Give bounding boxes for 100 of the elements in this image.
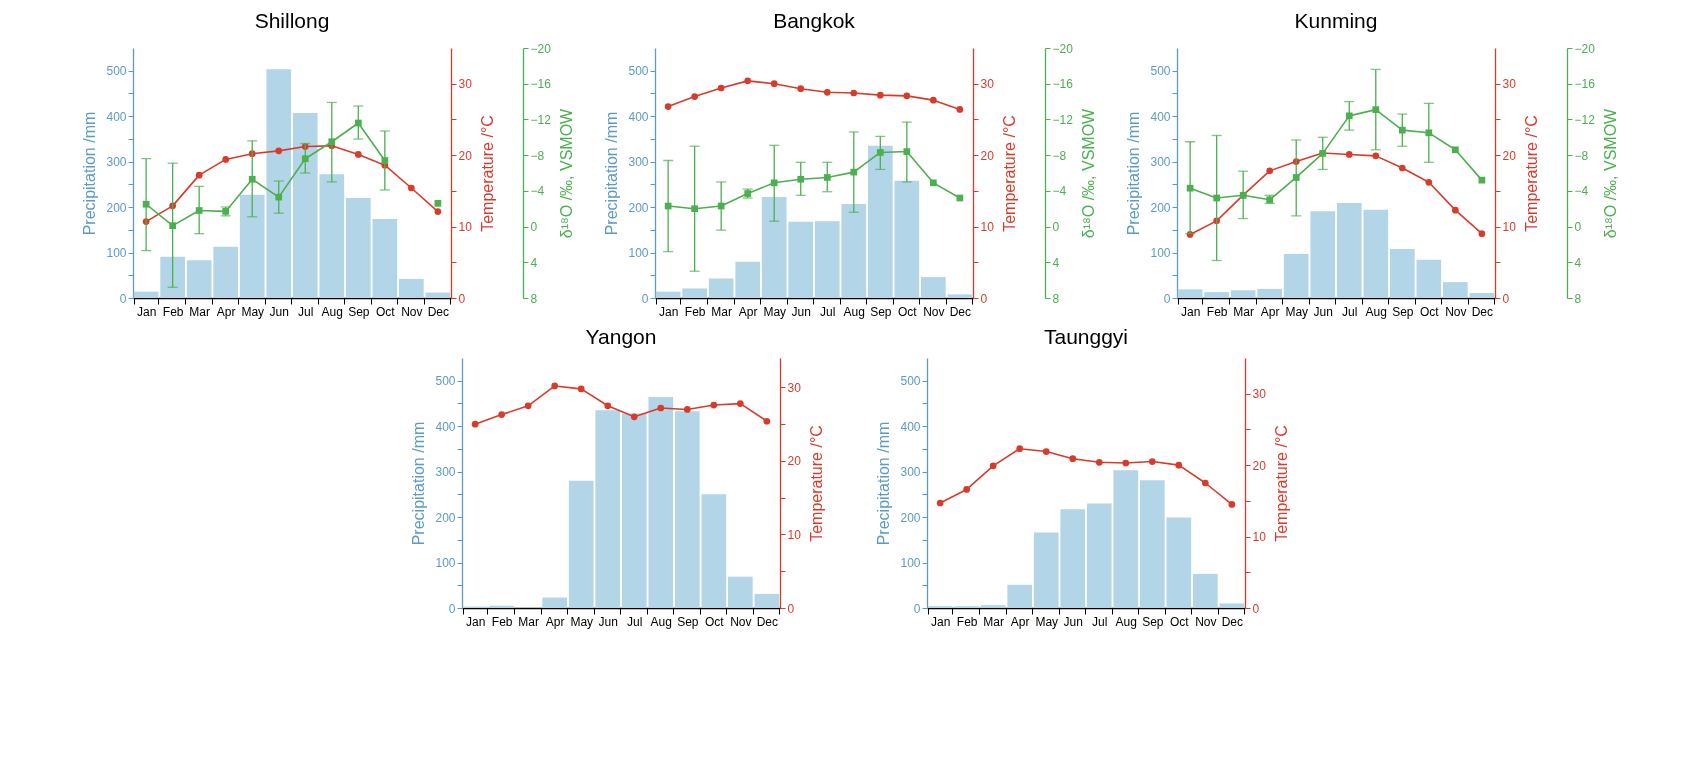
- x-tick-label: Nov: [1194, 614, 1217, 629]
- x-tick-label: Oct: [704, 614, 724, 629]
- x-tick-label: Oct: [897, 304, 917, 319]
- y2-tick-label: 0: [787, 601, 794, 616]
- y2-tick-label: 10: [787, 527, 801, 542]
- chart-title: Bangkok: [772, 9, 855, 32]
- y3-tick-label: 0: [1052, 220, 1059, 235]
- y2-axis-title: Temperature /°C: [807, 425, 825, 542]
- x-tick-label: Dec: [1471, 304, 1493, 319]
- y2-tick-label: 20: [980, 148, 994, 163]
- x-tick-label: Aug: [1365, 304, 1387, 319]
- x-tick-label: Feb: [684, 304, 706, 319]
- y-tick-label: 300: [899, 465, 921, 480]
- x-tick-label: Aug: [1115, 614, 1137, 629]
- y-tick-label: 200: [434, 510, 456, 525]
- y2-tick-label: 0: [980, 291, 987, 306]
- x-tick-label: Nov: [400, 304, 423, 319]
- x-tick-label: Mar: [710, 304, 732, 319]
- y-axis-title: Precipitation /mm: [602, 111, 620, 236]
- x-tick-label: Jul: [1341, 304, 1357, 319]
- x-tick-label: Aug: [843, 304, 865, 319]
- y-tick-label: 500: [105, 64, 127, 79]
- x-tick-label: Sep: [1391, 304, 1414, 319]
- y2-tick-label: 10: [980, 220, 994, 235]
- y2-axis-title: Temperature /°C: [478, 115, 496, 232]
- x-tick-label: Nov: [922, 304, 945, 319]
- y2-tick-label: 20: [1502, 148, 1516, 163]
- x-tick-label: Feb: [956, 614, 978, 629]
- x-tick-label: Nov: [1444, 304, 1467, 319]
- x-tick-label: Oct: [1169, 614, 1189, 629]
- y-tick-label: 500: [627, 64, 649, 79]
- y-axis-title: Precipitation /mm: [80, 111, 98, 236]
- x-tick-label: Jun: [791, 304, 811, 319]
- x-tick-label: Dec: [427, 304, 449, 319]
- y2-tick-label: 30: [980, 77, 994, 92]
- x-tick-label: Jul: [1091, 614, 1107, 629]
- y-tick-label: 400: [1149, 109, 1171, 124]
- y2-tick-label: 20: [787, 454, 801, 469]
- x-tick-label: May: [762, 304, 786, 319]
- y-tick-label: 100: [105, 246, 127, 261]
- x-tick-label: Jan: [930, 614, 950, 629]
- x-tick-label: Dec: [756, 614, 778, 629]
- y3-axis-title: δ¹⁸O /‰, VSMOW: [557, 107, 575, 239]
- y2-axis-title: Temperature /°C: [1000, 115, 1018, 232]
- y-tick-label: 0: [448, 601, 456, 616]
- x-tick-label: Mar: [517, 614, 539, 629]
- y3-tick-label: −8: [1574, 148, 1589, 163]
- y3-tick-label: −20: [530, 41, 551, 56]
- y3-tick-label: −8: [530, 148, 545, 163]
- y3-tick-label: 4: [1574, 255, 1581, 270]
- x-tick-label: Sep: [347, 304, 370, 319]
- y3-tick-label: −20: [1574, 41, 1595, 56]
- y2-tick-label: 0: [1502, 291, 1509, 306]
- y3-tick-label: 8: [1052, 291, 1059, 306]
- y3-tick-label: −4: [1052, 184, 1067, 199]
- chart-title: Kunming: [1294, 9, 1377, 32]
- x-tick-label: Feb: [491, 614, 513, 629]
- x-tick-label: Aug: [321, 304, 343, 319]
- y-axis-title: Precipitation /mm: [409, 421, 427, 546]
- chart-title: Yangon: [585, 325, 656, 348]
- x-tick-label: Dec: [949, 304, 971, 319]
- y3-axis-title: δ¹⁸O /‰, VSMOW: [1079, 107, 1097, 239]
- y3-tick-label: 4: [530, 255, 537, 270]
- y2-tick-label: 10: [458, 220, 472, 235]
- y-tick-label: 500: [1149, 64, 1171, 79]
- chart-title: Taunggyi: [1043, 325, 1128, 348]
- y-tick-label: 400: [899, 419, 921, 434]
- y3-tick-label: −16: [1052, 77, 1073, 92]
- x-tick-label: Dec: [1221, 614, 1243, 629]
- x-tick-label: Nov: [729, 614, 752, 629]
- x-tick-label: Apr: [738, 304, 758, 319]
- y2-tick-label: 30: [458, 77, 472, 92]
- y-axis-title: Precipitation /mm: [874, 421, 892, 546]
- x-tick-label: Apr: [216, 304, 236, 319]
- y2-tick-label: 20: [1252, 458, 1266, 473]
- y3-tick-label: −16: [530, 77, 551, 92]
- y2-tick-label: 10: [1252, 530, 1266, 545]
- y-tick-label: 500: [899, 374, 921, 389]
- y-tick-label: 100: [434, 556, 456, 571]
- y-axis-title: Precipitation /mm: [1124, 111, 1142, 236]
- x-tick-label: May: [240, 304, 264, 319]
- x-tick-label: Sep: [869, 304, 892, 319]
- y-tick-label: 0: [119, 291, 127, 306]
- x-tick-label: Jan: [136, 304, 156, 319]
- y2-tick-label: 30: [787, 380, 801, 395]
- y-tick-label: 200: [627, 200, 649, 215]
- x-tick-label: Jun: [269, 304, 289, 319]
- x-tick-label: Aug: [650, 614, 672, 629]
- x-tick-label: May: [569, 614, 593, 629]
- y-tick-label: 100: [627, 246, 649, 261]
- y-tick-label: 200: [105, 200, 127, 215]
- y-tick-label: 100: [1149, 246, 1171, 261]
- x-tick-label: Apr: [545, 614, 565, 629]
- y-tick-label: 300: [627, 155, 649, 170]
- x-tick-label: Oct: [375, 304, 395, 319]
- y3-tick-label: −20: [1052, 41, 1073, 56]
- x-tick-label: Jul: [297, 304, 313, 319]
- y3-tick-label: 0: [1574, 220, 1581, 235]
- x-tick-label: Jan: [465, 614, 485, 629]
- x-tick-label: Mar: [1232, 304, 1254, 319]
